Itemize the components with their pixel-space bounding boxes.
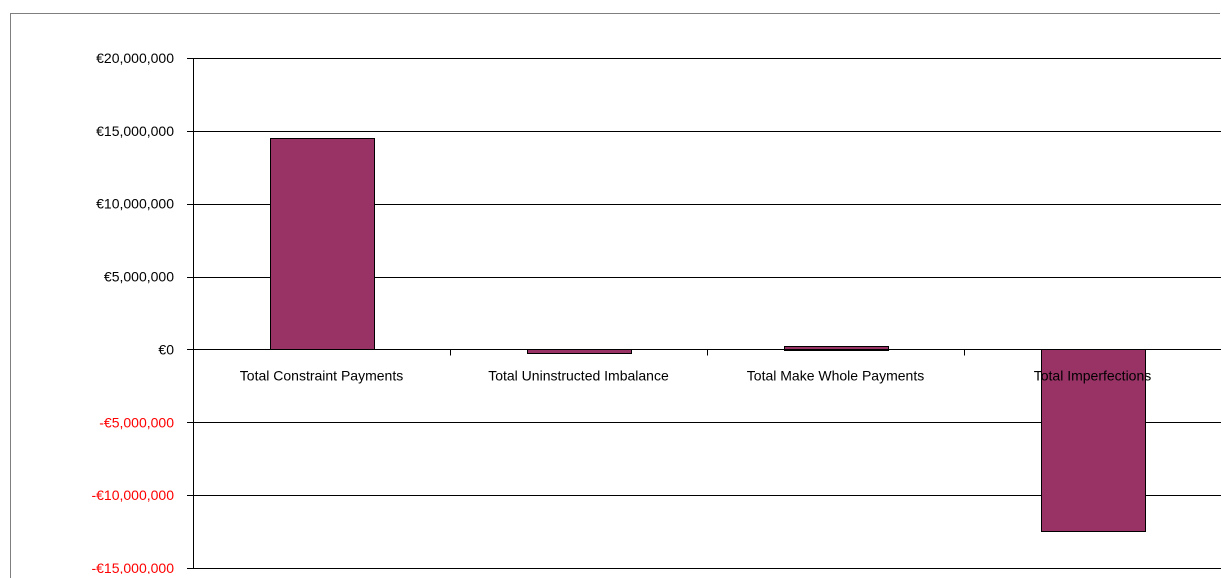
- bars: [270, 138, 1146, 532]
- y-tick-label: -€5,000,000: [99, 414, 174, 430]
- y-tick-label: €15,000,000: [96, 123, 174, 139]
- bar-total-imperfections: [1041, 349, 1146, 532]
- labels: €20,000,000 €15,000,000 €10,000,000 €5,000,…: [91, 50, 1151, 574]
- y-tick-label: €5,000,000: [104, 269, 174, 285]
- bar-total-constraint-payments: [270, 138, 375, 350]
- category-label: Total Imperfections: [1034, 367, 1152, 383]
- y-tick-label: €10,000,000: [96, 196, 174, 212]
- chart-area: [10, 13, 1220, 578]
- y-tick-label: -€10,000,000: [91, 487, 174, 503]
- y-tick-label: -€15,000,000: [91, 560, 174, 574]
- category-label: Total Uninstructed Imbalance: [488, 367, 669, 383]
- category-label: Total Constraint Payments: [240, 367, 403, 383]
- axes: [187, 58, 1221, 569]
- category-label: Total Make Whole Payments: [747, 367, 924, 383]
- bar-total-uninstructed-imbalance: [527, 349, 632, 354]
- y-tick-label: €20,000,000: [96, 50, 174, 66]
- bar-total-make-whole-payments: [784, 346, 889, 351]
- y-tick-label: €0: [158, 341, 174, 357]
